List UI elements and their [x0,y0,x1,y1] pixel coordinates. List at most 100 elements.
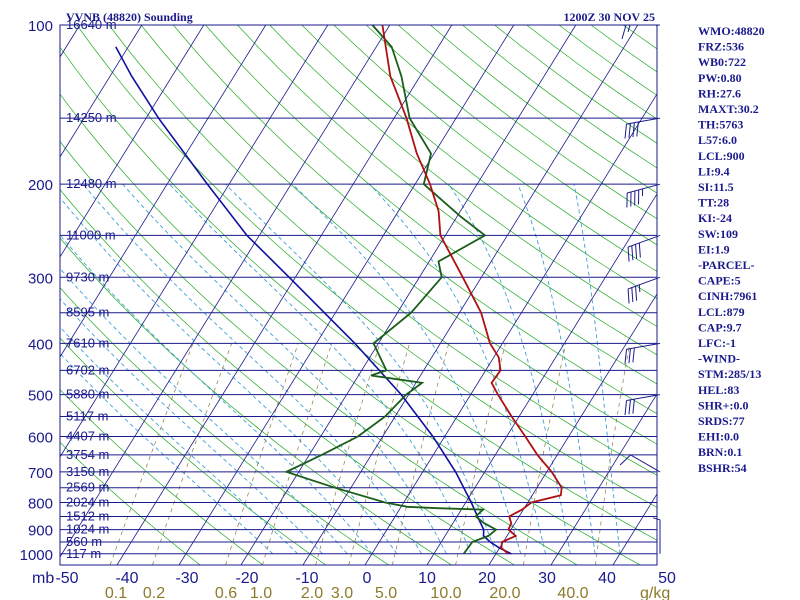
height-label: 5117 m [66,409,108,424]
wind-barb-flag [631,287,634,303]
temperature-tick-label: 20 [478,570,496,587]
wind-barb-shaft [630,454,661,473]
wind-barb-shaft [627,276,661,290]
index-line: WB0:722 [698,55,746,69]
mixing-ratio-tick-label: 0.1 [105,585,127,600]
mixing-ratio-tick-label: 20.0 [489,585,520,600]
index-line: SHR+:0.0 [698,398,749,412]
index-line: SRDS:77 [698,414,745,428]
wind-barb-flag [635,244,638,259]
isotherm-line [60,25,329,458]
isotherm-line [302,25,639,565]
mixing-ratio-line [152,343,233,565]
index-line: LCL:879 [698,305,745,319]
mixing-ratio-tick-label: 0.2 [143,585,165,600]
pressure-label: 300 [28,270,53,287]
index-line: EI:1.9 [698,242,730,256]
isotherm-line [60,25,267,358]
height-label: 3150 m [66,464,109,479]
pressure-label: 400 [28,336,53,353]
pressure-label: 200 [28,177,53,194]
index-line: L57:6.0 [698,133,737,147]
index-line: MAXT:30.2 [698,102,759,116]
wind-barb [624,342,661,364]
index-line: SW:109 [698,227,738,241]
wind-barb-shaft [627,183,661,194]
mixing-ratio-tick-label: 40.0 [557,585,588,600]
height-label: 1512 m [66,508,109,523]
height-label: 1024 m [66,522,109,537]
dry-adiabat-line [526,25,657,120]
parcel-trace [115,46,512,555]
mixing-ratio-tick-label: 5.0 [375,585,397,600]
wind-barb-flag [632,122,635,138]
index-line: BSHR:54 [698,461,747,475]
wind-barb-shaft [627,234,661,248]
height-label: 117 m [66,546,101,561]
isotherm-line [0,25,18,565]
dry-adiabat-line [60,287,389,565]
temperature-trace [381,25,563,555]
wind-barb [627,234,661,262]
isotherm-line [426,193,657,565]
index-line: RH:27.6 [698,86,741,100]
index-line: EHI:0.0 [698,430,739,444]
moist-adiabat-line [169,183,472,554]
index-line: PW:0.80 [698,71,742,85]
temperature-tick-label: 50 [658,570,676,587]
index-line: CAP:9.7 [698,320,742,334]
diagram-lines [0,25,657,565]
index-line: SI:11.5 [698,180,734,194]
index-line: -PARCEL- [698,258,754,272]
wind-barb-flag [628,123,631,138]
station-title: VVNB (48820) Sounding [66,10,193,24]
temperature-tick-label: 30 [538,570,556,587]
wind-barb-flag [627,247,630,262]
dry-adiabat-line [60,237,452,565]
moist-adiabat-line [573,184,621,554]
moist-adiabat-line [517,184,596,554]
mixing-ratio-line [315,343,381,565]
temperature-tick-label: -10 [295,570,318,587]
pressure-label: 100 [28,18,53,35]
wind-barb [626,183,661,208]
dry-adiabat-line [60,337,327,565]
pressure-label: 600 [28,429,53,446]
height-label: 2024 m [66,495,109,510]
dry-adiabat-line [237,25,657,356]
index-line: STM:285/13 [698,367,761,381]
isotherm-line [550,393,657,565]
index-line: LFC:-1 [698,336,736,350]
wind-barb-flag [619,454,631,466]
height-label: 8595 m [66,305,109,320]
moist-adiabat-line [122,183,447,554]
wind-barb-flag [632,399,635,414]
dry-adiabat-line [558,25,657,96]
wind-barb-flag [638,284,641,293]
isotherm-line [364,93,657,565]
isotherm-line [116,25,453,565]
dry-adiabat-line [301,25,657,300]
moist-adiabat-line [369,183,546,554]
height-label: 16640 m [66,17,117,32]
wind-barb [619,454,661,473]
temperature-tick-label: 10 [418,570,436,587]
mixing-ratio-tick-label: 3.0 [331,585,353,600]
wind-barb-flag [628,348,631,364]
index-line: LCL:900 [698,149,745,163]
mixing-ratio-line [595,343,631,565]
dry-adiabat-line [60,46,657,541]
mixing-ratio-tick-label: 0.6 [215,585,237,600]
temperature-tick-label: -50 [55,570,78,587]
wind-barb-flag [635,286,638,301]
moist-adiabat-line [292,183,522,554]
mixing-ratio-tick-label: 2.0 [301,585,323,600]
wind-barb [621,24,660,40]
dry-adiabat-line [76,25,657,508]
wind-barbs [619,24,661,554]
wind-barb-shaft [626,342,661,350]
height-label: 2569 m [66,480,109,495]
height-label: 6702 m [66,362,109,377]
